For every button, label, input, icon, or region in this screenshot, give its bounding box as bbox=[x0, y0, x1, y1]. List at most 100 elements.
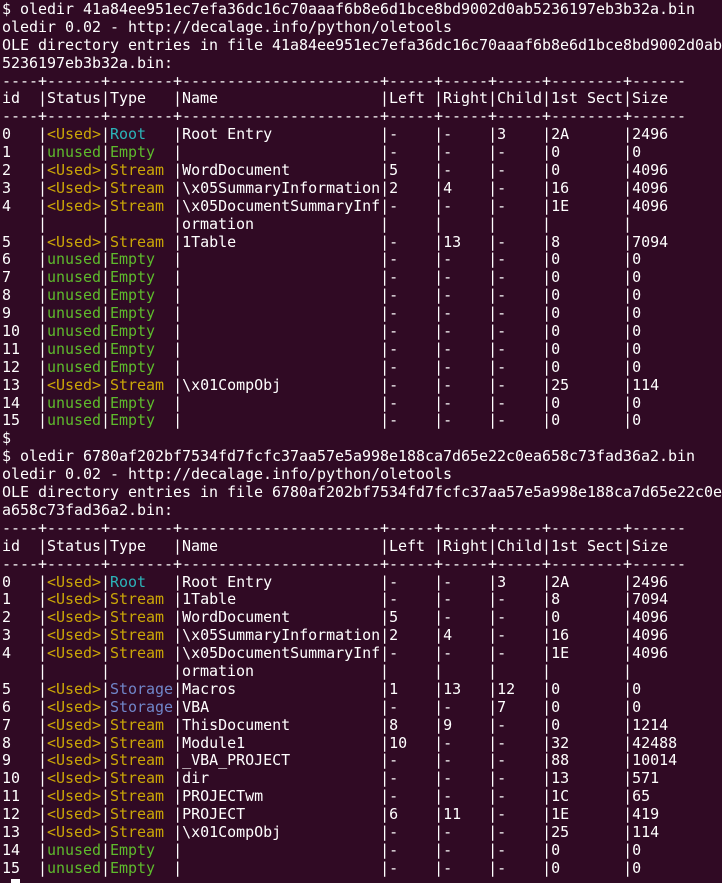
status-field: unused bbox=[47, 357, 102, 376]
row-values: |VBA |- |- |7 |0 |0 bbox=[173, 697, 642, 716]
terminal-line: ----+------+-------+--------------------… bbox=[2, 518, 722, 538]
separator: | bbox=[101, 357, 111, 376]
terminal-line: 8 |<Used>|Stream |Module1 |10 |- |- |32 … bbox=[2, 733, 722, 753]
table-header: id |Status|Type |Name |Left |Right|Child… bbox=[2, 89, 669, 108]
status-field: <Used> bbox=[47, 697, 102, 716]
row-values: | |- |- |- |0 |0 bbox=[173, 268, 642, 287]
type-field: Stream bbox=[110, 590, 174, 609]
row-values: |WordDocument |5 |- |- |0 |4096 bbox=[173, 161, 669, 180]
terminal-line: 14 |unused|Empty | |- |- |- |0 |0 bbox=[2, 840, 722, 860]
row-values: |PROJECTwm |- |- |- |1C |65 bbox=[173, 787, 651, 806]
status-field: <Used> bbox=[47, 644, 102, 663]
terminal-line bbox=[2, 878, 722, 883]
terminal-line: oledir 0.02 - http://decalage.info/pytho… bbox=[2, 18, 722, 37]
heading: 5236197eb3b32a.bin: bbox=[2, 53, 174, 72]
status-field: <Used> bbox=[47, 572, 102, 591]
row-id: 4 | bbox=[2, 196, 48, 215]
separator: | bbox=[101, 858, 111, 877]
row-id: 7 | bbox=[2, 268, 48, 287]
type-field: Empty bbox=[110, 840, 174, 859]
terminal-line: | | |ormation | | | | | bbox=[2, 214, 722, 234]
type-field: Stream bbox=[110, 822, 174, 841]
status-field: unused bbox=[47, 840, 102, 859]
row-values: |Root Entry |- |- |3 |2A |2496 bbox=[173, 572, 669, 591]
type-field: Stream bbox=[110, 232, 174, 251]
separator: | bbox=[101, 125, 111, 144]
terminal-line: 2 |<Used>|Stream |WordDocument |5 |- |- … bbox=[2, 161, 722, 180]
row-values: | |- |- |- |0 |0 bbox=[173, 411, 642, 430]
row-id: 0 | bbox=[2, 572, 48, 591]
terminal-line: 5 |<Used>|Stream |1Table |- |13 |- |8 |7… bbox=[2, 232, 722, 252]
status-field: <Used> bbox=[47, 822, 102, 841]
type-field: Stream bbox=[110, 769, 174, 788]
terminal-line: 12 |unused|Empty | |- |- |- |0 |0 bbox=[2, 357, 722, 377]
separator: | bbox=[101, 322, 111, 341]
status-field: <Used> bbox=[47, 805, 102, 824]
type-field: Empty bbox=[110, 339, 174, 358]
separator: | bbox=[101, 178, 111, 197]
separator: | bbox=[101, 715, 111, 734]
type-field: Empty bbox=[110, 268, 174, 287]
terminal-line: 0 |<Used>|Root |Root Entry |- |- |3 |2A … bbox=[2, 125, 722, 144]
row-continuation: | | |ormation | | | | | bbox=[2, 661, 633, 680]
row-id: 4 | bbox=[2, 644, 48, 663]
heading: OLE directory entries in file 41a84ee951… bbox=[2, 35, 722, 54]
terminal-line: ----+------+-------+--------------------… bbox=[2, 555, 722, 574]
row-id: 14 | bbox=[2, 840, 48, 859]
row-continuation: | | |ormation | | | | | bbox=[2, 214, 633, 233]
terminal-cursor bbox=[11, 878, 21, 883]
table-border: ----+------+-------+--------------------… bbox=[2, 107, 687, 126]
type-field: Root bbox=[110, 125, 174, 144]
terminal-line: 6 |unused|Empty | |- |- |- |0 |0 bbox=[2, 251, 722, 269]
separator: | bbox=[101, 787, 111, 806]
terminal-line: id |Status|Type |Name |Left |Right|Child… bbox=[2, 90, 722, 108]
row-id: 11 | bbox=[2, 787, 48, 806]
table-border: ----+------+-------+--------------------… bbox=[2, 71, 687, 90]
type-field: Stream bbox=[110, 178, 174, 197]
row-id: 1 | bbox=[2, 590, 48, 609]
terminal-line: a658c73fad36a2.bin: bbox=[2, 501, 722, 520]
table-border: ----+------+-------+--------------------… bbox=[2, 518, 687, 537]
row-values: |1Table |- |13 |- |8 |7094 bbox=[173, 232, 669, 251]
separator: | bbox=[101, 339, 111, 358]
terminal-line: 10 |<Used>|Stream |dir |- |- |- |13 |571 bbox=[2, 769, 722, 788]
row-id: 1 | bbox=[2, 143, 48, 162]
table-header: id |Status|Type |Name |Left |Right|Child… bbox=[2, 536, 669, 555]
status-field: <Used> bbox=[47, 626, 102, 645]
terminal-line: 4 |<Used>|Stream |\x05DocumentSummaryInf… bbox=[2, 196, 722, 216]
status-field: unused bbox=[47, 250, 102, 269]
status-field: <Used> bbox=[47, 161, 102, 180]
row-id: 11 | bbox=[2, 339, 48, 358]
status-field: <Used> bbox=[47, 196, 102, 215]
status-field: <Used> bbox=[47, 715, 102, 734]
terminal-line: 15 |unused|Empty | |- |- |- |0 |0 bbox=[2, 412, 722, 430]
row-id: 13 | bbox=[2, 375, 48, 394]
row-values: |\x01CompObj |- |- |- |25 |114 bbox=[173, 375, 660, 394]
type-field: Stream bbox=[110, 751, 174, 770]
type-field: Empty bbox=[110, 393, 174, 412]
type-field: Stream bbox=[110, 733, 174, 752]
separator: | bbox=[101, 822, 111, 841]
terminal-line: | | |ormation | | | | | bbox=[2, 661, 722, 681]
status-field: <Used> bbox=[47, 733, 102, 752]
status-field: unused bbox=[47, 339, 102, 358]
row-values: |\x05SummaryInformation|2 |4 |- |16 |409… bbox=[173, 626, 669, 645]
row-id: 10 | bbox=[2, 769, 48, 788]
status-field: <Used> bbox=[47, 679, 102, 698]
terminal-line: $ oledir 6780af202bf7534fd7fcfc37aa57e5a… bbox=[2, 447, 722, 466]
type-field: Empty bbox=[110, 143, 174, 162]
status-field: unused bbox=[47, 858, 102, 877]
status-field: unused bbox=[47, 393, 102, 412]
row-values: |Root Entry |- |- |3 |2A |2496 bbox=[173, 125, 669, 144]
separator: | bbox=[101, 626, 111, 645]
row-values: | |- |- |- |0 |0 bbox=[173, 143, 642, 162]
command-line: $ oledir 41a84ee951ec7efa36dc16c70aaaf6b… bbox=[2, 0, 696, 18]
row-values: |\x05DocumentSummaryInf|- |- |- |1E |409… bbox=[173, 196, 669, 215]
terminal-line: 14 |unused|Empty | |- |- |- |0 |0 bbox=[2, 393, 722, 413]
status-field: unused bbox=[47, 304, 102, 323]
row-id: 3 | bbox=[2, 626, 48, 645]
terminal-line: 12 |<Used>|Stream |PROJECT |6 |11 |- |1E… bbox=[2, 805, 722, 824]
row-id: 15 | bbox=[2, 858, 48, 877]
row-values: |_VBA_PROJECT |- |- |- |88 |10014 bbox=[173, 751, 678, 770]
